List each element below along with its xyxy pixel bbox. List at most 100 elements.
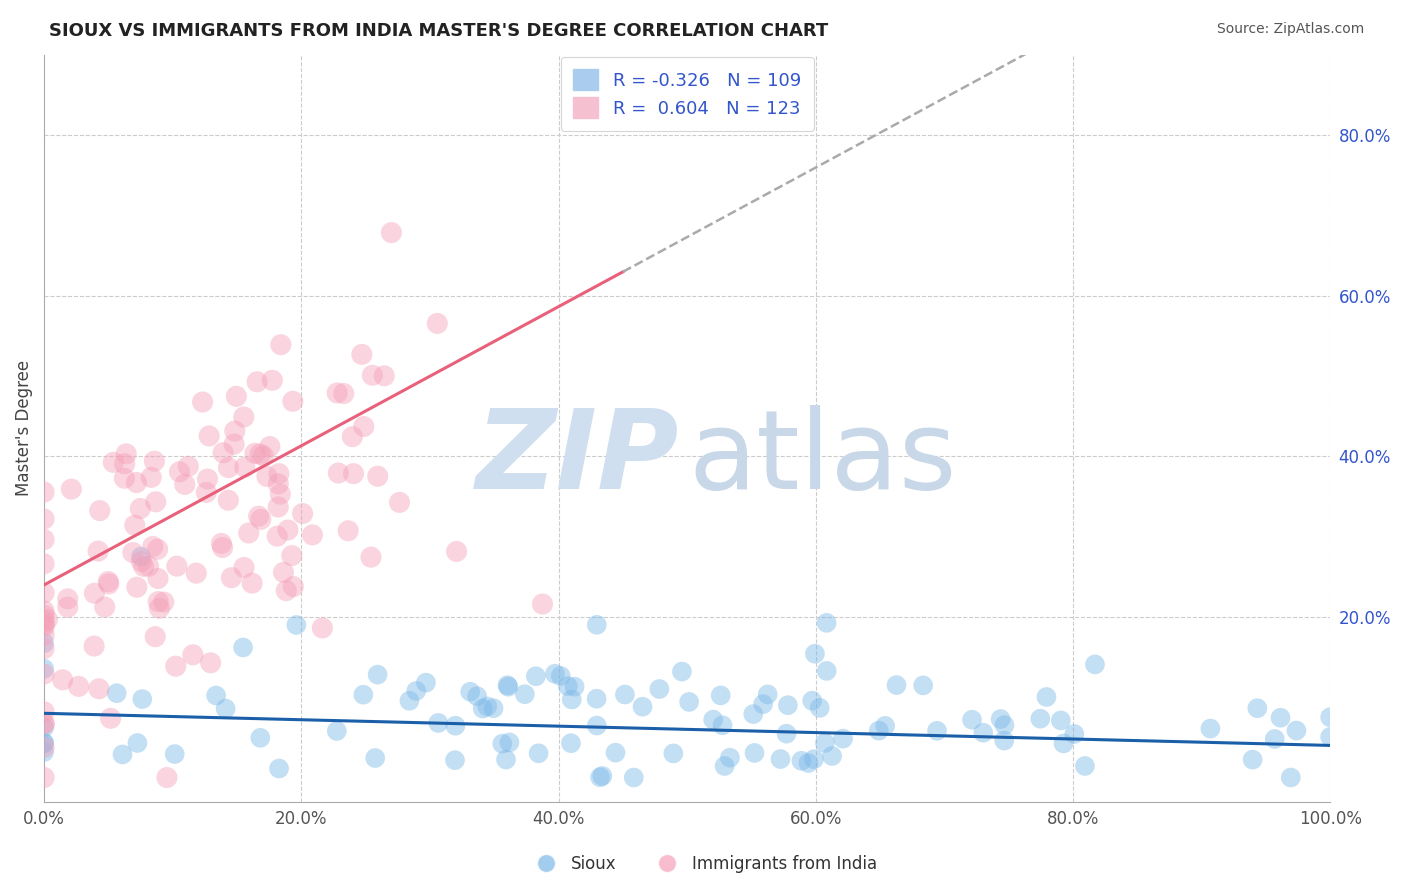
Point: [121, 545, 143, 559]
Point: [1285, 723, 1308, 738]
Point: [169, 465, 191, 479]
Point: [373, 368, 395, 383]
Point: [326, 723, 349, 738]
Point: [267, 500, 290, 514]
Point: [495, 753, 517, 767]
Point: [205, 689, 228, 703]
Point: [249, 447, 271, 461]
Point: [52, 673, 75, 687]
Point: [111, 747, 134, 762]
Point: [163, 747, 186, 761]
Point: [32, 721, 55, 735]
Point: [527, 746, 550, 760]
Point: [868, 723, 890, 738]
Point: [249, 731, 271, 745]
Point: [233, 560, 256, 574]
Point: [56, 591, 79, 606]
Point: [267, 476, 290, 491]
Point: [367, 469, 389, 483]
Point: [143, 630, 166, 644]
Point: [32, 717, 55, 731]
Point: [209, 536, 232, 550]
Point: [103, 455, 125, 469]
Point: [291, 507, 314, 521]
Point: [243, 446, 266, 460]
Point: [285, 618, 308, 632]
Text: SIOUX VS IMMIGRANTS FROM INDIA MASTER'S DEGREE CORRELATION CHART: SIOUX VS IMMIGRANTS FROM INDIA MASTER'S …: [49, 22, 828, 40]
Point: [262, 373, 284, 387]
Point: [960, 713, 983, 727]
Point: [256, 469, 278, 483]
Point: [444, 753, 467, 767]
Point: [814, 736, 837, 750]
Point: [32, 705, 55, 719]
Point: [623, 771, 645, 785]
Point: [332, 386, 354, 401]
Point: [224, 437, 246, 451]
Point: [32, 736, 55, 750]
Text: Source: ZipAtlas.com: Source: ZipAtlas.com: [1216, 22, 1364, 37]
Point: [211, 541, 233, 555]
Point: [648, 681, 671, 696]
Point: [990, 712, 1012, 726]
Point: [100, 711, 122, 725]
Point: [415, 675, 437, 690]
Point: [145, 495, 167, 509]
Point: [585, 691, 607, 706]
Point: [491, 737, 513, 751]
Point: [32, 615, 55, 629]
Point: [129, 549, 152, 564]
Point: [342, 430, 364, 444]
Point: [742, 707, 765, 722]
Point: [32, 716, 55, 731]
Point: [83, 586, 105, 600]
Point: [804, 647, 827, 661]
Text: atlas: atlas: [688, 405, 956, 512]
Point: [446, 544, 468, 558]
Point: [585, 617, 607, 632]
Point: [1035, 690, 1057, 704]
Point: [328, 466, 350, 480]
Point: [156, 771, 179, 785]
Point: [352, 688, 374, 702]
Point: [221, 571, 243, 585]
Point: [129, 501, 152, 516]
Point: [105, 686, 128, 700]
Point: [32, 636, 55, 650]
Point: [380, 226, 402, 240]
Point: [32, 512, 55, 526]
Legend: Sioux, Immigrants from India: Sioux, Immigrants from India: [523, 848, 883, 880]
Point: [993, 733, 1015, 747]
Point: [605, 746, 627, 760]
Point: [177, 459, 200, 474]
Point: [361, 368, 384, 383]
Point: [1241, 753, 1264, 767]
Point: [405, 684, 427, 698]
Point: [148, 601, 170, 615]
Point: [544, 666, 567, 681]
Point: [1029, 712, 1052, 726]
Point: [353, 419, 375, 434]
Point: [225, 389, 247, 403]
Point: [367, 667, 389, 681]
Point: [87, 544, 110, 558]
Point: [240, 576, 263, 591]
Point: [141, 470, 163, 484]
Point: [326, 386, 349, 401]
Point: [148, 594, 170, 608]
Point: [153, 595, 176, 609]
Point: [1319, 710, 1341, 724]
Point: [238, 525, 260, 540]
Point: [925, 723, 948, 738]
Point: [283, 580, 305, 594]
Point: [801, 694, 824, 708]
Point: [267, 467, 290, 481]
Point: [32, 617, 55, 632]
Point: [1084, 657, 1107, 672]
Point: [191, 395, 214, 409]
Point: [112, 471, 135, 485]
Point: [498, 680, 520, 694]
Point: [181, 648, 204, 662]
Point: [524, 669, 547, 683]
Point: [671, 665, 693, 679]
